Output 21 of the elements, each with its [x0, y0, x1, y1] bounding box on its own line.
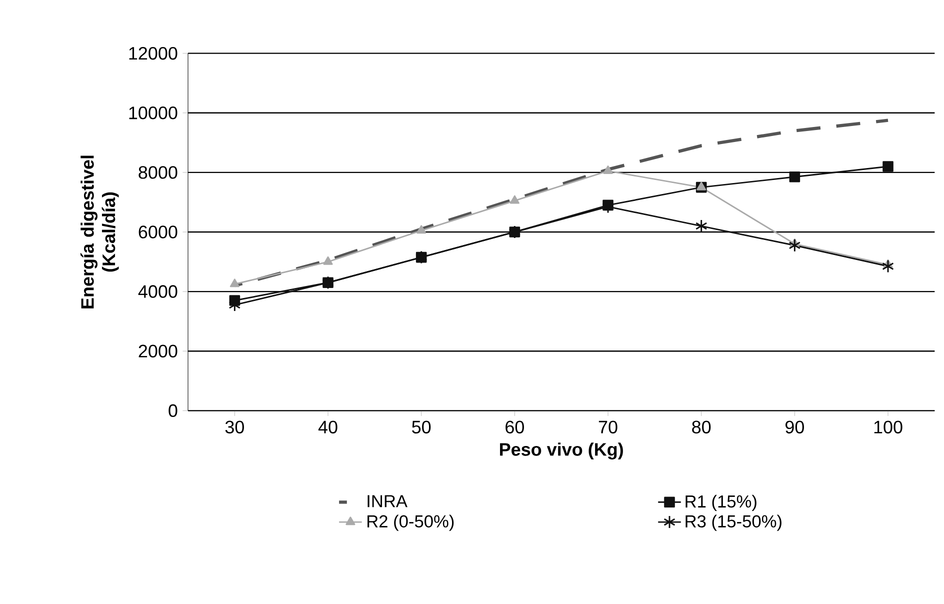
y-tick-label: 12000 — [129, 46, 178, 60]
legend-label: INRA — [368, 495, 408, 508]
legend-label: R1 (15%) — [686, 494, 756, 512]
x-tick-label: 90 — [786, 420, 804, 434]
x-tick-label: 40 — [318, 420, 338, 434]
x-tick-label: 30 — [225, 420, 244, 434]
x-tick-label: 50 — [412, 420, 431, 434]
x-axis-title: Peso vivo (Kg) — [500, 442, 623, 460]
y-tick-label: 2000 — [138, 344, 178, 358]
y-tick-label: 4000 — [138, 285, 178, 298]
x-tick-label: 70 — [598, 420, 618, 434]
x-tick-label: 100 — [874, 420, 902, 434]
y-axis-title: Energía digestivel (Kcal/día) — [80, 156, 119, 308]
y-tick-label: 6000 — [138, 226, 178, 238]
y-tick-label: 10000 — [129, 106, 178, 120]
x-tick-label: 80 — [692, 420, 711, 434]
y-tick-label: 0 — [168, 404, 178, 418]
legend-label: R3 (15-50%) — [686, 514, 782, 531]
x-tick-label: 60 — [506, 420, 524, 434]
y-tick-label: 8000 — [138, 166, 178, 179]
legend-label: R2 (0-50%) — [368, 514, 454, 531]
